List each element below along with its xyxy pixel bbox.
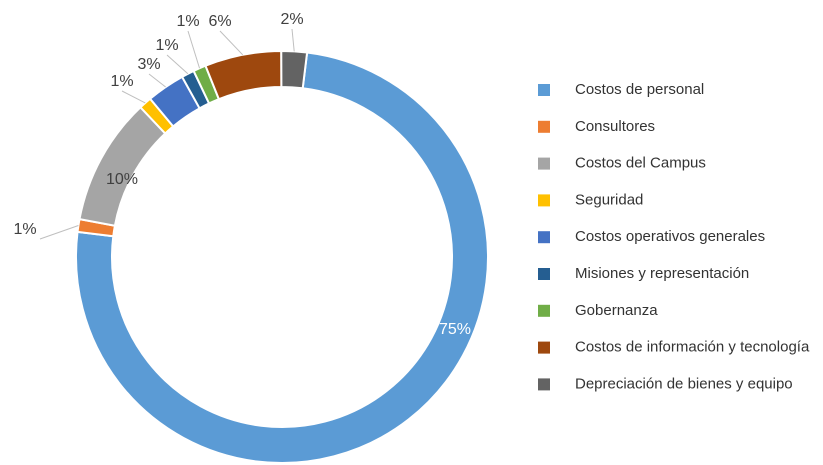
legend-label: Depreciación de bienes y equipo <box>575 375 793 392</box>
legend-swatch <box>538 231 550 244</box>
leader-line <box>291 28 295 52</box>
legend-swatch <box>538 268 550 280</box>
legend-label: Costos del Campus <box>575 155 706 172</box>
data-label: 2% <box>280 11 303 28</box>
data-label: 1% <box>13 221 36 238</box>
legend-swatch <box>538 378 550 391</box>
data-label: 6% <box>208 13 231 30</box>
legend-swatch <box>538 120 550 133</box>
donut-slice <box>204 49 283 101</box>
data-label: 3% <box>137 56 160 73</box>
legend-label: Costos operativos generales <box>575 228 765 245</box>
leader-line <box>148 73 166 88</box>
donut-slice <box>75 51 489 464</box>
legend-swatch <box>538 194 550 207</box>
legend-swatch <box>538 157 550 170</box>
data-label: 1% <box>155 37 178 54</box>
data-label: 10% <box>106 171 138 188</box>
legend-swatch <box>538 84 550 96</box>
legend-swatch <box>538 304 550 317</box>
legend-label: Costos de información y tecnología <box>575 339 810 356</box>
leader-line <box>166 54 189 75</box>
leader-line <box>39 225 79 240</box>
legend-label: Gobernanza <box>575 302 658 319</box>
leader-line <box>187 30 201 69</box>
data-label: 1% <box>110 73 133 90</box>
leader-line <box>219 30 244 56</box>
legend-swatch <box>538 341 550 354</box>
legend-label: Costos de personal <box>575 81 704 98</box>
legend-label: Seguridad <box>575 191 643 208</box>
legend-label: Misiones y representación <box>575 265 749 282</box>
donut-slice <box>280 50 309 90</box>
data-label: 75% <box>439 321 471 338</box>
legend-label: Consultores <box>575 118 655 135</box>
data-label: 1% <box>176 13 199 30</box>
donut-slice <box>78 105 167 227</box>
leader-line <box>121 90 146 104</box>
